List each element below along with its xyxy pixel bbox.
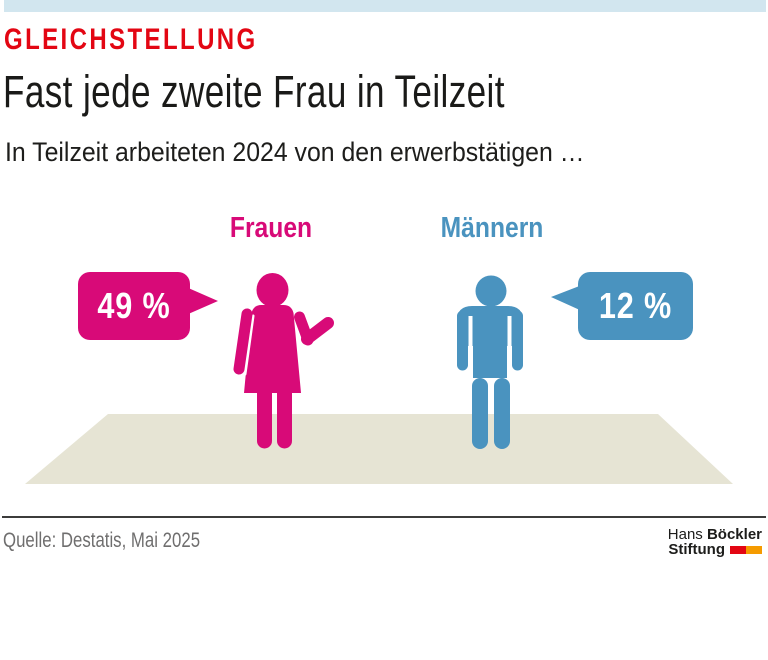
woman-icon xyxy=(233,273,334,449)
source-note: Quelle: Destatis, Mai 2025 xyxy=(3,529,201,552)
category-label-maennern: Männern xyxy=(440,212,544,244)
speech-bubble-frauen xyxy=(78,272,218,340)
logo-orange-square-icon xyxy=(746,545,762,554)
logo-red-square-icon xyxy=(730,545,746,554)
logo-line1: Hans Böckler xyxy=(668,527,762,542)
kicker: GLEICHSTELLUNG xyxy=(4,23,258,56)
floor xyxy=(25,414,733,484)
logo-stiftung: Stiftung xyxy=(668,541,725,558)
logo-line2: Stiftung xyxy=(668,542,762,557)
category-label-frauen: Frauen xyxy=(229,212,313,244)
top-accent-strip xyxy=(4,0,766,12)
value-maennern: 12 % xyxy=(598,285,673,326)
speech-bubble-maennern xyxy=(551,272,693,340)
page-title: Fast jede zweite Frau in Teilzeit xyxy=(3,66,505,117)
hans-boeckler-stiftung-logo: Hans Böckler Stiftung xyxy=(668,527,762,557)
subtitle: In Teilzeit arbeiteten 2024 von den erwe… xyxy=(5,137,585,167)
man-icon xyxy=(457,275,523,449)
value-frauen: 49 % xyxy=(97,285,171,326)
logo-boeckler: Böckler xyxy=(706,526,762,543)
footer-divider xyxy=(2,516,766,518)
logo-hans: Hans xyxy=(667,526,703,543)
